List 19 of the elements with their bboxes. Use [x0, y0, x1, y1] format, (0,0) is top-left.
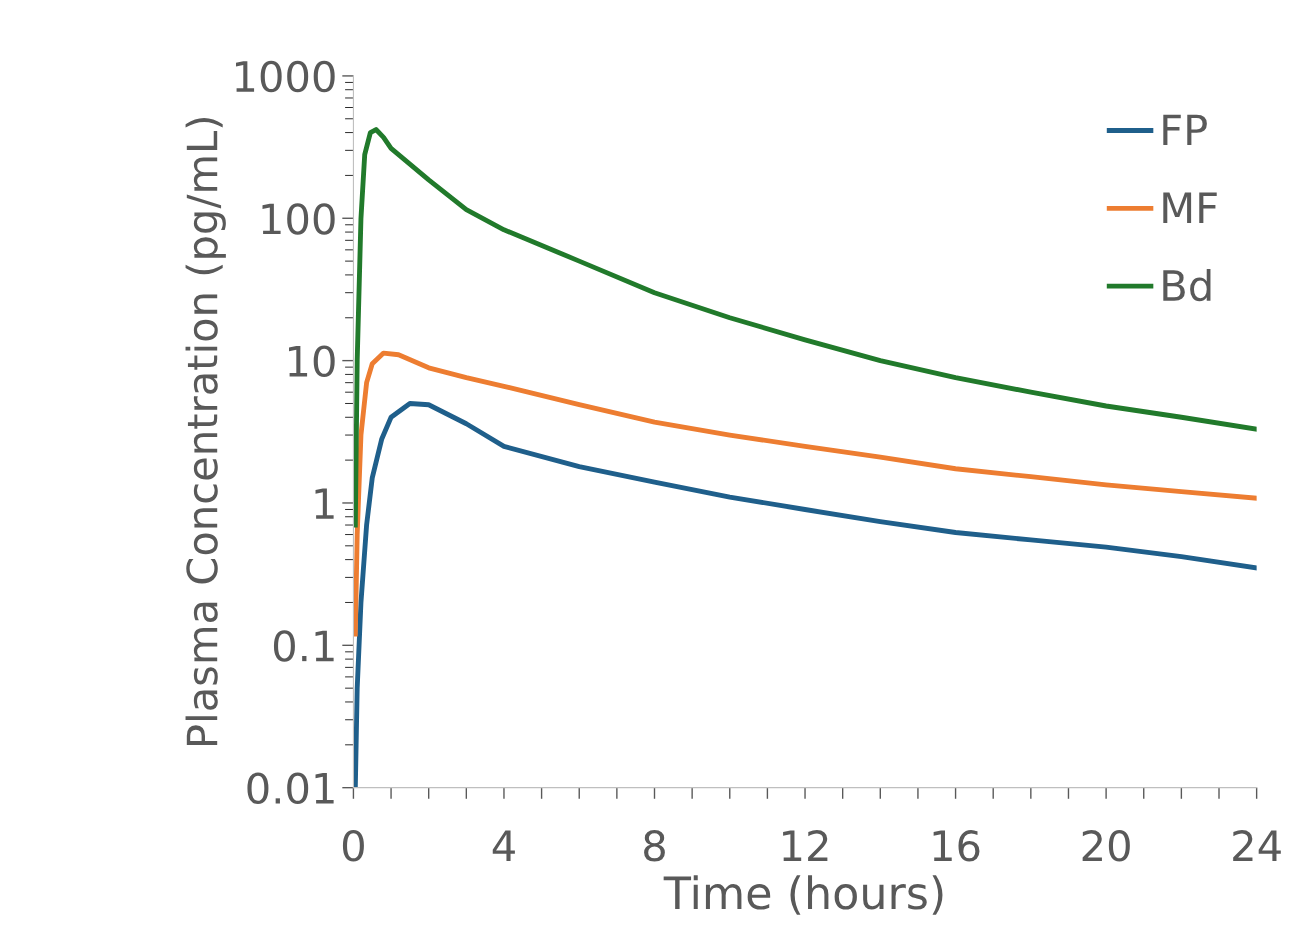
y-tick-label: 10: [289, 345, 335, 378]
legend-label: FP: [1163, 114, 1207, 146]
x-tick-label: 0: [342, 830, 364, 862]
line-series: [353, 350, 1257, 637]
x-axis-title: Time (hours): [663, 875, 943, 915]
x-tick-label: 16: [933, 830, 980, 862]
y-tick-label: 100: [262, 203, 335, 235]
legend-label: Bd: [1163, 269, 1211, 302]
y-tick-label: 1: [315, 488, 334, 519]
legend-label: MF: [1163, 192, 1217, 223]
y-tick-label: 1000: [235, 60, 335, 93]
x-tick-label: 24: [1233, 830, 1281, 861]
y-tick-label: 0.01: [247, 772, 334, 805]
x-tick-label: 4: [492, 830, 515, 861]
y-tick-label: 0.1: [273, 630, 334, 662]
x-tick-label: 8: [644, 830, 665, 862]
x-tick-label: 12: [783, 830, 828, 861]
y-axis-title: Plasma Concentration (pg/mL): [185, 118, 226, 745]
x-tick-label: 20: [1082, 830, 1130, 862]
